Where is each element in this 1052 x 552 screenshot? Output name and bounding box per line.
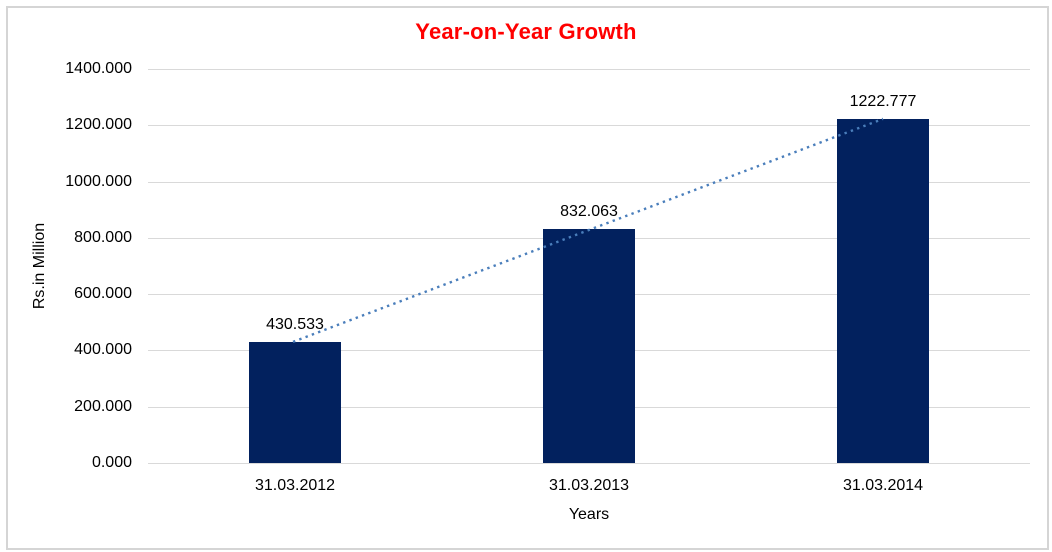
y-tick-label: 800.000 [74,229,132,246]
bar-31.03.2012 [249,342,341,463]
x-tick-label: 31.03.2014 [842,477,924,494]
y-tick-label: 0.000 [91,454,132,471]
y-tick-label: 400.000 [74,341,132,358]
data-label: 1222.777 [849,93,917,110]
y-tick-label: 1000.000 [65,173,132,190]
y-tick-label: 1200.000 [65,116,132,133]
data-label: 430.533 [266,316,324,333]
bar-31.03.2014 [837,119,929,463]
data-label: 832.063 [560,203,618,220]
x-axis-title: Years [568,506,610,523]
bar-31.03.2013 [543,229,635,463]
y-tick-label: 200.000 [74,398,132,415]
gridline [148,69,1030,70]
x-tick-label: 31.03.2013 [548,477,630,494]
chart-title: Year-on-Year Growth [415,19,637,44]
x-tick-label: 31.03.2012 [254,477,336,494]
x-axis-line [148,463,1030,464]
y-tick-label: 600.000 [74,285,132,302]
y-tick-label: 1400.000 [65,60,132,77]
